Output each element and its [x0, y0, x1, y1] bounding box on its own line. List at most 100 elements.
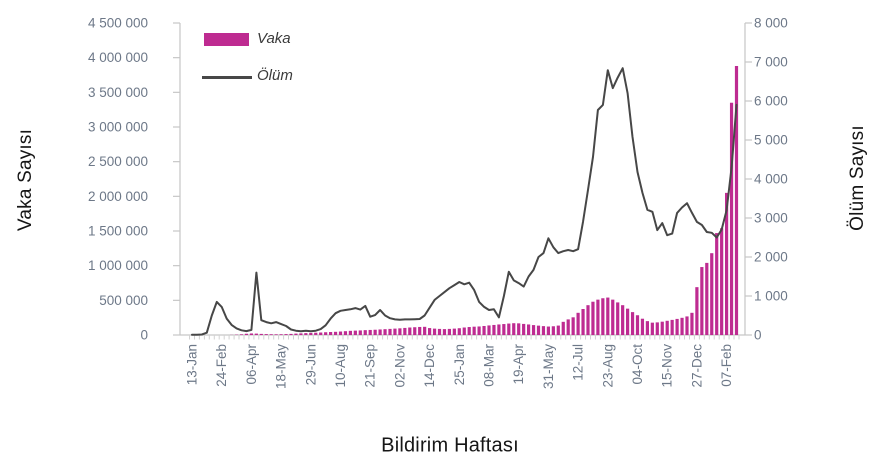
bar-vaka	[670, 319, 674, 335]
line-series-olum	[191, 67, 738, 336]
bar-vaka	[393, 328, 397, 335]
bar-series-vaka	[230, 65, 739, 336]
bar-vaka	[531, 325, 536, 335]
bar-vaka	[279, 334, 283, 335]
bar-vaka	[645, 321, 649, 335]
bar-vaka	[333, 331, 338, 335]
bar-vaka	[368, 329, 372, 335]
y-right-tick-label: 4 000	[754, 172, 788, 187]
x-tick-label: 02-Nov	[392, 344, 407, 388]
y-left-tick-label: 3 000 000	[88, 120, 148, 135]
x-tick-label: 04-Oct	[630, 344, 645, 385]
bar-vaka	[378, 329, 382, 335]
x-tick-label: 31-May	[541, 344, 556, 389]
y-right-tick-label: 3 000	[754, 211, 788, 226]
bar-vaka	[675, 318, 679, 335]
bar-vaka	[437, 328, 442, 335]
y-right-tick-label: 1 000	[754, 289, 788, 304]
x-tick-label: 10-Aug	[333, 344, 348, 388]
bar-vaka	[408, 327, 412, 335]
bar-vaka	[254, 333, 258, 335]
bar-vaka	[289, 333, 293, 335]
x-tick-label: 06-Apr	[244, 344, 259, 385]
bar-vaka	[457, 328, 461, 335]
bar-vaka	[477, 326, 481, 335]
bar-vaka	[720, 228, 724, 335]
x-tick-label: 27-Dec	[689, 344, 704, 388]
bar-vaka	[264, 334, 268, 335]
bar-vaka	[338, 331, 343, 335]
y-right-tick-label: 6 000	[754, 94, 788, 109]
bar-vaka	[710, 253, 714, 335]
bar-vaka	[635, 315, 640, 335]
x-tick-label: 15-Nov	[660, 344, 675, 388]
bar-vaka	[447, 328, 451, 335]
legend-bar-swatch-icon	[204, 33, 249, 46]
x-axis-title: Bildirim Haftası	[381, 434, 519, 457]
x-tick-label: 23-Aug	[600, 344, 615, 388]
bar-vaka	[611, 299, 615, 335]
y-axis-right-title: Ölüm Sayısı	[847, 125, 868, 231]
bar-vaka	[418, 326, 422, 335]
bar-vaka	[630, 312, 635, 335]
bar-vaka	[566, 319, 570, 335]
bar-vaka	[442, 329, 447, 335]
bar-vaka	[685, 316, 689, 335]
bar-vaka	[403, 327, 407, 335]
bar-vaka	[546, 326, 550, 335]
bar-vaka	[596, 299, 600, 335]
bar-vaka	[363, 330, 367, 335]
bar-vaka	[640, 318, 645, 335]
bar-vaka	[606, 297, 610, 335]
bar-vaka	[472, 326, 476, 335]
x-tick-label: 29-Jun	[303, 344, 318, 385]
legend-line-swatch-icon	[202, 76, 252, 79]
bar-vaka	[700, 267, 704, 335]
y-left-tick-label: 2 500 000	[88, 154, 148, 169]
bar-vaka	[467, 327, 471, 335]
bar-vaka	[690, 312, 694, 335]
bar-vaka	[299, 333, 303, 335]
bar-vaka	[522, 323, 526, 335]
x-tick-label: 14-Dec	[422, 344, 437, 388]
y-axis-ticks	[173, 22, 752, 336]
bar-vaka	[319, 332, 323, 335]
bar-vaka	[536, 325, 541, 335]
y-left-tick-label: 1 500 000	[88, 224, 148, 239]
bar-vaka	[294, 333, 298, 335]
bar-vaka	[591, 301, 595, 335]
bar-vaka	[581, 309, 585, 335]
bar-vaka	[398, 328, 402, 335]
bar-vaka	[343, 331, 348, 335]
bar-vaka	[517, 323, 521, 335]
line-olum	[191, 67, 738, 336]
bar-vaka	[329, 332, 333, 335]
bar-vaka	[556, 325, 560, 335]
bar-vaka	[601, 298, 605, 335]
bar-vaka	[586, 305, 590, 335]
bar-vaka	[502, 324, 506, 335]
x-axis-tick-labels: 13-Jan 24-Feb 06-Apr 18-May 29-Jun 10-Aug 21-S…	[185, 344, 735, 390]
bar-vaka	[423, 326, 427, 335]
bar-vaka	[561, 321, 565, 335]
y-left-tick-label: 0	[140, 328, 148, 343]
x-tick-label: 07-Feb	[719, 344, 734, 387]
bar-vaka	[715, 233, 719, 335]
y-left-tick-label: 3 500 000	[88, 85, 148, 100]
bar-vaka	[695, 287, 699, 335]
bar-vaka	[576, 312, 580, 335]
bar-vaka	[551, 326, 555, 335]
bar-vaka	[665, 320, 669, 335]
y-left-tick-label: 4 000 000	[88, 50, 148, 65]
x-tick-label: 25-Jan	[452, 344, 467, 385]
bar-vaka	[428, 328, 432, 335]
bar-vaka	[413, 327, 417, 335]
legend-label-vaka: Vaka	[257, 30, 291, 47]
bar-vaka	[621, 305, 625, 335]
x-tick-label: 19-Apr	[511, 344, 526, 385]
bar-vaka	[304, 333, 308, 335]
bar-vaka	[239, 334, 244, 335]
bar-vaka	[527, 324, 531, 335]
y-axis-right-tick-labels: 0 1 000 2 000 3 000 4 000 5 000 6 000 7 000 8 00…	[754, 16, 788, 343]
